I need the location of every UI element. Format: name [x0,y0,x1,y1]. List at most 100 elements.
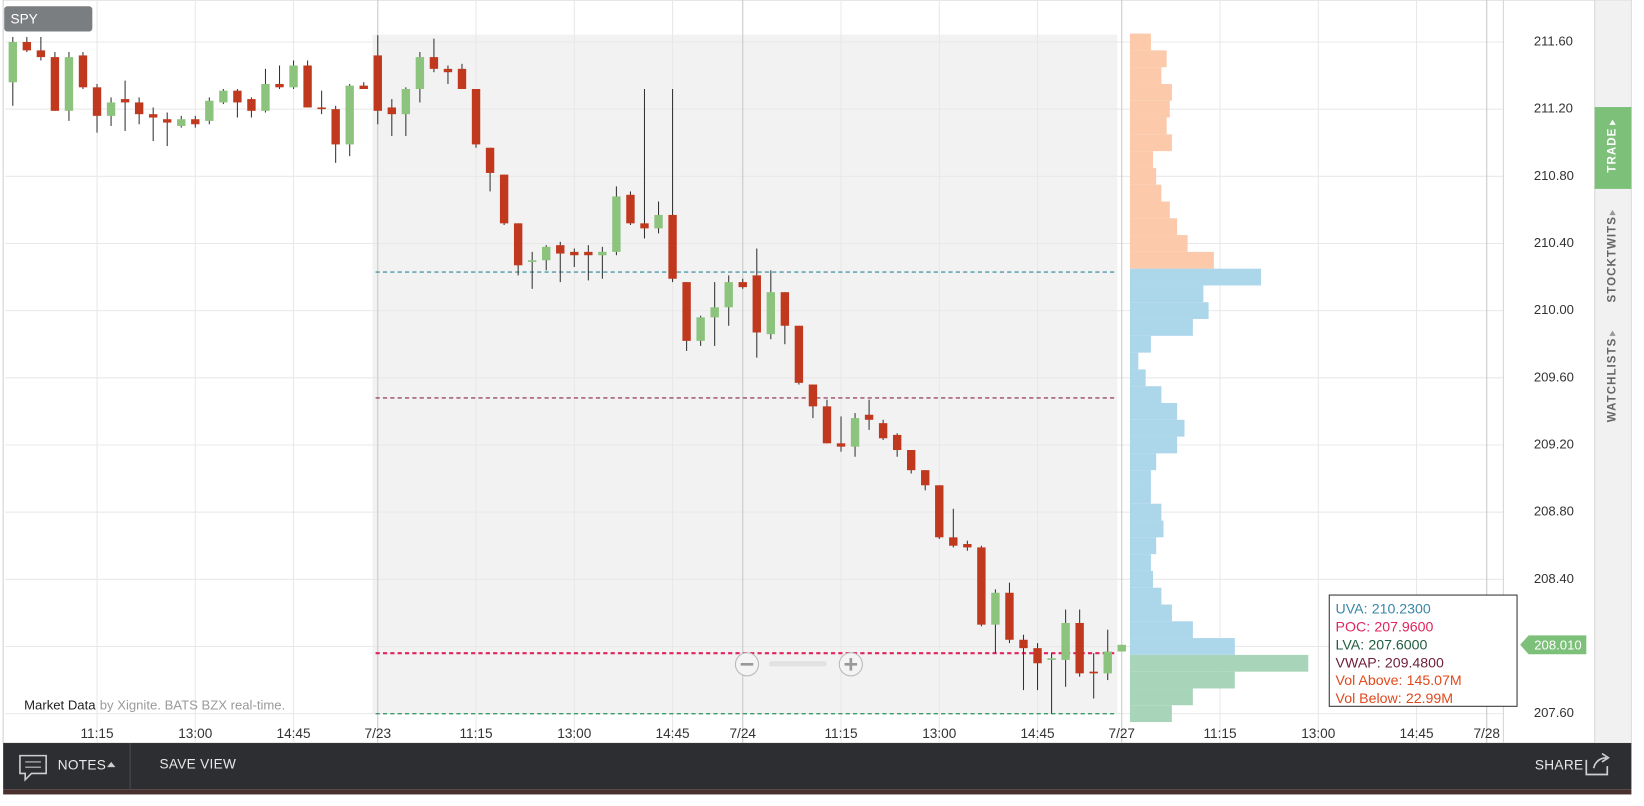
candle-body [570,251,579,256]
sidebar-tab[interactable]: STOCKTWITS [1607,216,1619,303]
candle-body [205,100,214,121]
profile-bar [1129,117,1167,135]
profile-bar [1129,403,1178,420]
candle-body [247,99,256,111]
x-tick-label: 14:45 [276,726,310,741]
x-tick-label: 11:15 [1203,726,1236,741]
symbol[interactable]: SPY [10,12,37,27]
profile-bar [1129,268,1262,286]
candle-body [36,50,46,58]
candle-body [485,147,495,173]
candle-body [345,85,354,145]
candle-body [191,119,200,125]
stat-line: UVA: 210.2300 [1336,601,1431,617]
candle-body [935,485,944,538]
candle-body [696,317,705,341]
profile-bar [1129,587,1162,605]
attribution: Market Data by Xignite. BATS BZX real-tim… [24,698,285,713]
candle-body [106,102,116,116]
candle-body [8,41,17,83]
profile-bar [1129,419,1185,437]
profile-bar [1129,83,1172,101]
y-tick-label: 210.80 [1534,168,1574,183]
stat-value: 22.99M [1406,691,1453,707]
stat-line: LVA: 207.6000 [1336,637,1428,653]
candle-body [275,83,284,88]
stat-value: 210.2300 [1372,601,1431,617]
candle-body [22,41,32,51]
x-tick-label: 11:15 [824,726,857,741]
candle-body [1103,651,1112,674]
y-tick-label: 211.20 [1534,101,1573,116]
candle-body [949,537,958,546]
candle-body [513,223,523,266]
stat-label: UVA: [1336,601,1368,617]
candle-body [1061,622,1070,660]
profile-bar [1129,386,1162,403]
profile-bar [1129,67,1162,84]
y-tick-label: 208.80 [1534,504,1574,519]
candle-body [780,292,790,326]
toolbar [3,743,1632,790]
stat-line: Vol Above: 145.07M [1336,673,1462,689]
profile-bar [1129,638,1235,655]
profile-bar [1129,554,1151,571]
candle-body [219,90,228,103]
symbol-tag-bg[interactable] [4,6,93,32]
candle-body [499,174,509,224]
notes-label[interactable]: NOTES [58,758,107,773]
x-tick-label: 13:00 [178,726,213,741]
x-tick-label: 13:00 [922,726,957,741]
profile-bar [1129,604,1172,622]
profile-bar [1129,218,1178,236]
axes: 211.60 211.20 210.80 210.40 210.00 209.60 209.… [80,33,1587,741]
profile-bar [1129,486,1151,504]
profile-bar [1129,151,1154,168]
candle-body [373,55,382,111]
candle-body [766,292,776,335]
candle-body [654,214,663,229]
candle-body [640,223,649,229]
candle-body [850,418,860,447]
candle-body [921,470,930,486]
candle-body [289,65,298,88]
share-label[interactable]: SHARE [1535,758,1584,773]
zoom-control[interactable] [734,652,863,677]
x-tick-label: 13:00 [1301,726,1336,741]
profile-bar [1129,319,1193,336]
x-tick-label: 7/28 [1473,726,1500,741]
candle-body [387,107,397,115]
stats-box [1328,594,1518,707]
candle-body [1075,622,1084,674]
x-tick-label: 7/27 [1108,726,1135,741]
y-tick-label: 211.60 [1534,33,1573,48]
profile-bar [1129,285,1204,303]
x-tick-label: 11:15 [459,726,492,741]
stat-value: 209.4800 [1385,655,1444,671]
sidebar-tab[interactable]: TRADE [1607,128,1619,173]
candle-body [261,83,270,111]
candle-body [584,251,593,256]
sidebar-tab[interactable]: WATCHLISTS [1607,338,1619,423]
candle-body [163,119,172,123]
last-price-tag [1520,635,1587,655]
zoom-slider[interactable] [769,661,827,667]
candle-body [907,450,916,471]
candle-body [92,87,102,116]
attribution-source: Market Data [24,698,96,713]
candle-body [457,68,467,89]
save-view[interactable]: SAVE VIEW [159,757,236,772]
candle-body [359,85,368,89]
stat-label: POC: [1336,619,1371,635]
stat-line: POC: 207.9600 [1336,619,1434,635]
notes-button[interactable]: NOTES [19,754,116,782]
candle-body [542,246,551,261]
tab-arrow [1609,119,1616,125]
candle-body [878,423,888,439]
share-icon[interactable] [1585,752,1610,776]
profile-bar [1129,470,1151,487]
stat-label: Vol Above: [1336,673,1403,689]
symbol-tag[interactable]: SPY [4,6,93,32]
